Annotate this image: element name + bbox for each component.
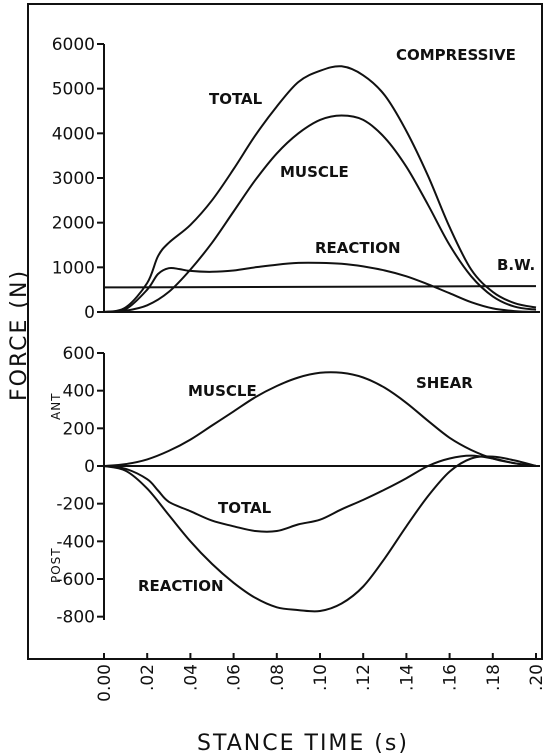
bottom-y-tick-label: 400 [63, 382, 95, 402]
figure-frame [27, 3, 543, 660]
shear-total-line [103, 454, 537, 533]
bottom-y-tick-label: 600 [63, 344, 95, 364]
post-label: POST [49, 547, 63, 583]
x-tick-label: .02 [138, 664, 158, 691]
bottom-y-tick-label: -200 [56, 495, 95, 515]
x-tick-label: .14 [397, 664, 417, 691]
total-annotation: TOTAL [209, 90, 263, 108]
compressive-b-w-line [103, 285, 537, 289]
top-y-tick-label: 4000 [52, 124, 95, 144]
top-y-tick-label: 1000 [52, 258, 95, 278]
top-y-tick-label: 6000 [52, 35, 95, 55]
compressive-reaction-line [103, 261, 537, 313]
shear-reaction-annotation: REACTION [138, 577, 224, 595]
x-tick-label: .16 [441, 664, 461, 691]
x-tick-label: .20 [527, 664, 544, 691]
compressive-title: COMPRESSIVE [396, 46, 516, 64]
bottom-y-tick-label: 200 [63, 419, 95, 439]
shear-title: SHEAR [416, 374, 473, 392]
top-y-tick-label: 0 [84, 303, 95, 323]
shear-total-annotation: TOTAL [218, 499, 272, 517]
bottom-y-tick-label: 0 [84, 457, 95, 477]
shear-muscle-line [103, 371, 537, 467]
bw-annotation: B.W. [497, 256, 535, 274]
x-tick-label: .12 [354, 664, 374, 691]
x-tick-label: .04 [181, 664, 201, 691]
top-y-tick-label: 3000 [52, 169, 95, 189]
x-tick-label: .08 [268, 664, 288, 691]
y-axis-label: FORCE (N) [7, 269, 32, 401]
top-y-tick-label: 5000 [52, 80, 95, 100]
x-tick-label: 0.00 [95, 664, 115, 702]
compressive-panel: 0 1000 2000 3000 4000 5000 6000 COMPRESSIVE TO… [52, 35, 540, 323]
x-tick-label: .18 [484, 664, 504, 691]
top-y-tick-label: 2000 [52, 214, 95, 234]
bottom-y-tick-label: -400 [56, 532, 95, 552]
compressive-total-line [103, 65, 537, 313]
reaction-annotation: REACTION [315, 239, 401, 257]
x-tick-label: .10 [311, 664, 331, 691]
muscle-annotation: MUSCLE [280, 163, 349, 181]
shear-muscle-annotation: MUSCLE [188, 382, 257, 400]
compressive-muscle-line [103, 114, 537, 313]
x-tick-label: .06 [225, 664, 245, 691]
bottom-y-tick-label: -800 [56, 608, 95, 628]
x-axis-label: STANCE TIME (s) [197, 731, 409, 756]
bottom-y-tick-label: -600 [56, 570, 95, 590]
ant-label: ANT [49, 392, 63, 420]
shear-reaction-line [103, 455, 537, 613]
